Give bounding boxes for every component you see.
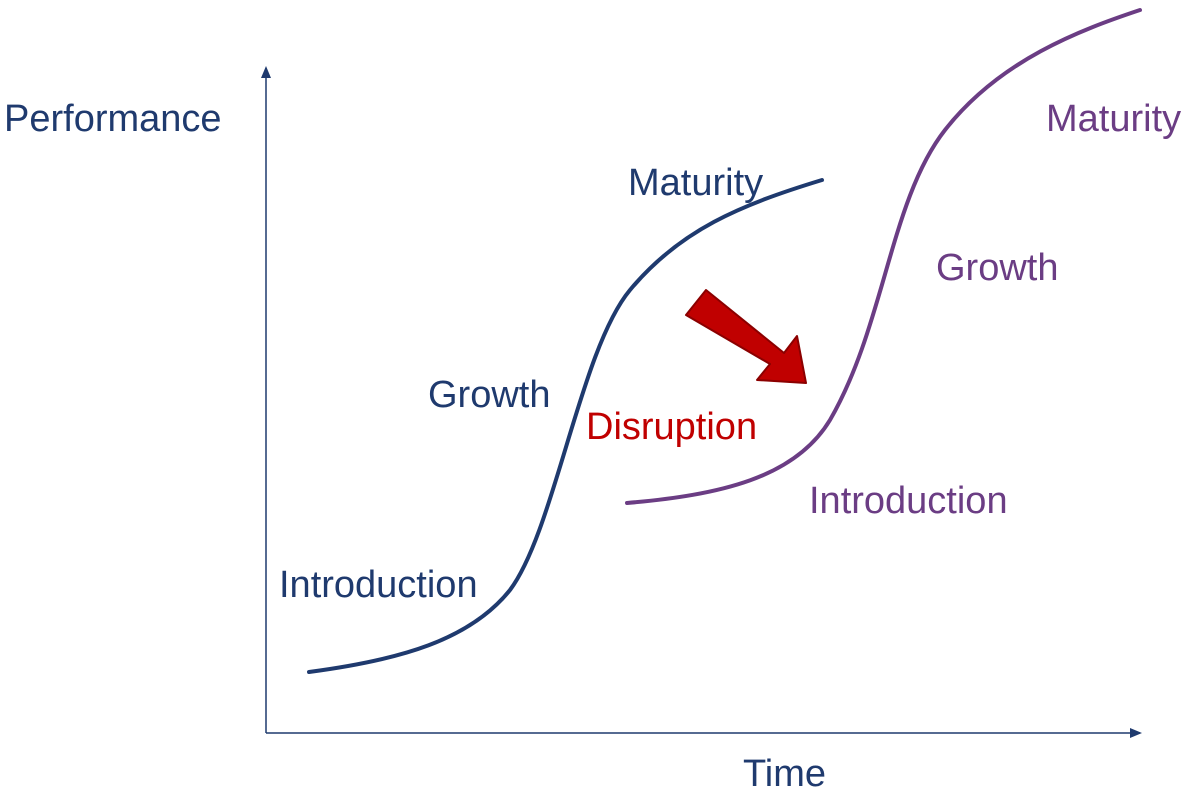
curve2-introduction-label: Introduction: [809, 480, 1008, 522]
y-axis-label: Performance: [4, 98, 222, 140]
x-axis-label: Time: [743, 753, 826, 795]
curve1-introduction-label: Introduction: [279, 564, 478, 606]
disruption-label: Disruption: [586, 406, 757, 448]
s-curve-2: [625, 8, 1142, 505]
s-curve-1: [307, 178, 824, 674]
curve2-growth-label: Growth: [936, 247, 1058, 289]
curve2-maturity-label: Maturity: [1046, 98, 1181, 140]
disruption-arrow: [685, 289, 807, 384]
curve1-growth-label: Growth: [428, 374, 550, 416]
curve1-maturity-label: Maturity: [628, 162, 763, 204]
